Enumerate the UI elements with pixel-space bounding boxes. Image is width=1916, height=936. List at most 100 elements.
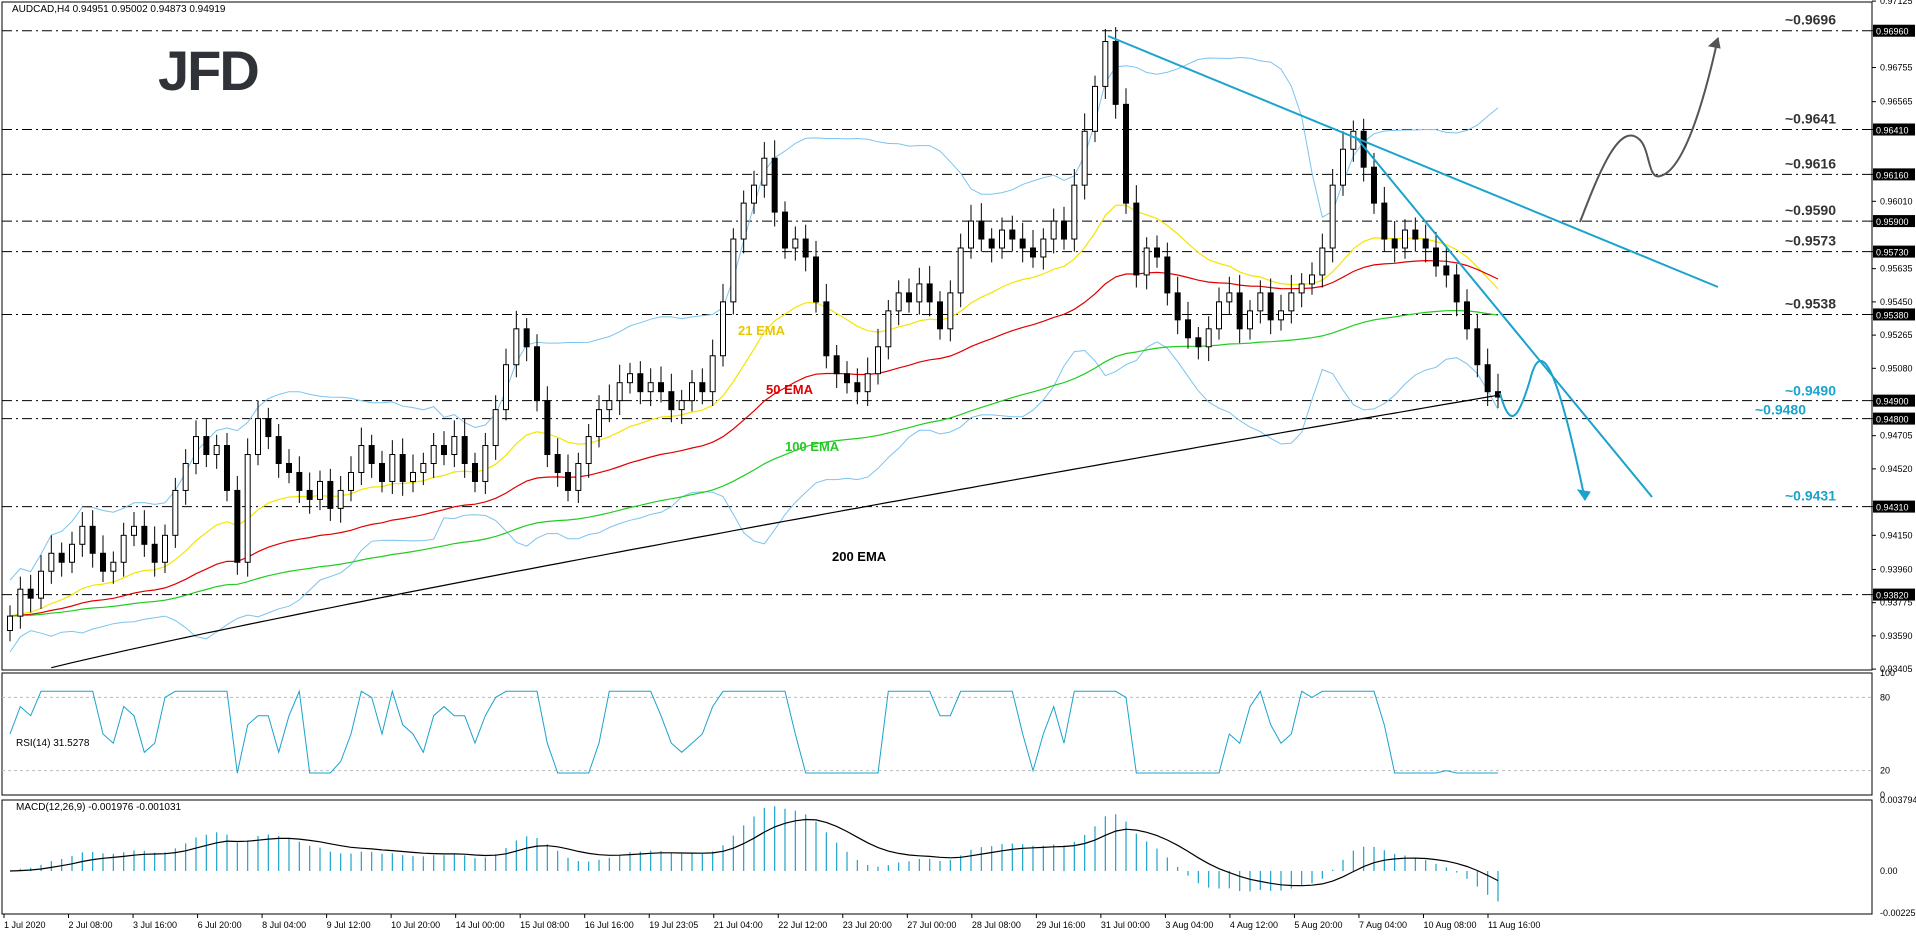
time-tick-label: 16 Jul 16:00 <box>585 920 634 930</box>
candle-body <box>389 454 396 482</box>
candle-body <box>89 525 96 554</box>
ema100-line <box>9 309 1499 617</box>
price-tick-label: 0.96010 <box>1880 196 1913 206</box>
level-label: ~0.9641 <box>1785 110 1836 126</box>
bearish-arrowhead <box>1576 489 1591 501</box>
candle-body <box>265 418 272 438</box>
time-tick-label: 22 Jul 12:00 <box>778 920 827 930</box>
price-tick-label: 0.96565 <box>1880 97 1913 107</box>
ema-label: 21 EMA <box>738 323 786 338</box>
time-tick-label: 11 Aug 16:00 <box>1488 920 1540 930</box>
candle-body <box>234 489 241 563</box>
candle-body <box>110 561 117 572</box>
price-tick-label: 0.93405 <box>1880 664 1913 674</box>
candle-body <box>782 211 788 249</box>
rsi-tick-label: 80 <box>1880 692 1890 702</box>
candle-body <box>120 534 127 563</box>
candle-body <box>1391 238 1398 249</box>
candle-body <box>833 355 840 375</box>
candle-body <box>999 229 1005 249</box>
candle-body <box>503 364 509 411</box>
candle-body <box>1123 103 1129 204</box>
candle-body <box>441 445 447 456</box>
candle-body <box>461 436 468 464</box>
trendline-upper <box>1107 35 1719 288</box>
price-tick-label: 0.93775 <box>1880 598 1913 608</box>
candle-body <box>1267 292 1274 321</box>
candle-body <box>1412 229 1419 240</box>
candle-body <box>575 462 582 491</box>
price-tick-label: 0.93590 <box>1880 631 1913 641</box>
candle-body <box>1154 247 1160 258</box>
macd-tick-label: 0.003794 <box>1880 795 1916 805</box>
candle-body <box>523 328 530 348</box>
price-box <box>1873 308 1915 321</box>
bearish-projection <box>1499 360 1586 501</box>
annotations: ~0.9696 ~0.9641 ~0.9616 ~0.9590 ~0.9573 ~0.95… <box>738 12 1836 564</box>
candle-body <box>637 373 644 393</box>
candle-body <box>1195 337 1202 348</box>
macd-tick-label: 0.00 <box>1880 866 1898 876</box>
time-tick-label: 15 Jul 08:00 <box>520 920 569 930</box>
candle-body <box>255 418 261 456</box>
ema-label: 50 EMA <box>766 382 814 397</box>
price-box <box>1873 588 1915 601</box>
price-box-label: 0.95900 <box>1876 217 1909 227</box>
candle-body <box>17 588 24 617</box>
candle-body <box>1143 247 1150 276</box>
candle-body <box>947 292 954 330</box>
time-tick-label: 31 Jul 00:00 <box>1101 920 1150 930</box>
candle-body <box>379 462 385 482</box>
candle-body <box>69 543 75 563</box>
candle-body <box>844 373 850 384</box>
candle-body <box>916 283 923 303</box>
macd-panel: 0.003794 0.00 -0.00225 <box>9 795 1916 918</box>
candle-body <box>1350 130 1357 150</box>
candle-body <box>1453 274 1460 303</box>
candle-body <box>1433 247 1439 267</box>
candle-body <box>1329 184 1336 249</box>
candle-body <box>1371 166 1377 204</box>
time-tick-label: 9 Jul 12:00 <box>327 920 371 930</box>
candle-body <box>627 373 633 384</box>
level-label: ~0.9696 <box>1785 12 1836 28</box>
candle-body <box>244 454 251 563</box>
candle-body <box>751 184 757 204</box>
candle-body <box>1009 229 1016 240</box>
candle-body <box>213 445 220 456</box>
upper-band <box>9 56 1499 581</box>
candle-body <box>668 391 675 411</box>
price-box <box>1873 123 1915 136</box>
price-axis: 0.97125 0.96960 0.96755 0.96565 0.96410 0.961… <box>1872 0 1915 674</box>
rsi-label: RSI(14) 31.5278 <box>16 738 90 749</box>
candle-body <box>1319 247 1326 276</box>
price-box <box>1873 24 1915 37</box>
candle-body <box>1040 238 1047 258</box>
ema-label: 200 EMA <box>832 549 887 564</box>
candle-body <box>79 525 86 545</box>
level-label: ~0.9573 <box>1785 233 1836 249</box>
rsi-tick-label: 0 <box>1880 790 1885 800</box>
price-box-label: 0.95730 <box>1876 248 1909 258</box>
candle-body <box>399 454 406 482</box>
candle-body <box>100 552 106 572</box>
price-box-label: 0.94310 <box>1876 503 1909 513</box>
candle-body <box>885 310 892 348</box>
time-tick-label: 1 Jul 2020 <box>4 920 46 930</box>
candle-body <box>968 220 974 249</box>
time-tick-label: 10 Jul 20:00 <box>391 920 440 930</box>
candle-body <box>616 382 623 402</box>
candle-body <box>1081 130 1088 186</box>
candle-body <box>658 382 664 393</box>
candle-body <box>492 409 499 447</box>
candle-body <box>1164 256 1171 294</box>
candle-body <box>327 480 334 509</box>
ema-label: 100 EMA <box>785 439 840 454</box>
candle-body <box>1216 301 1222 330</box>
candle-body <box>854 382 861 393</box>
candle-body <box>875 346 881 375</box>
candle-body <box>926 283 933 303</box>
candle-body <box>1226 292 1233 303</box>
time-tick-label: 5 Aug 20:00 <box>1294 920 1342 930</box>
